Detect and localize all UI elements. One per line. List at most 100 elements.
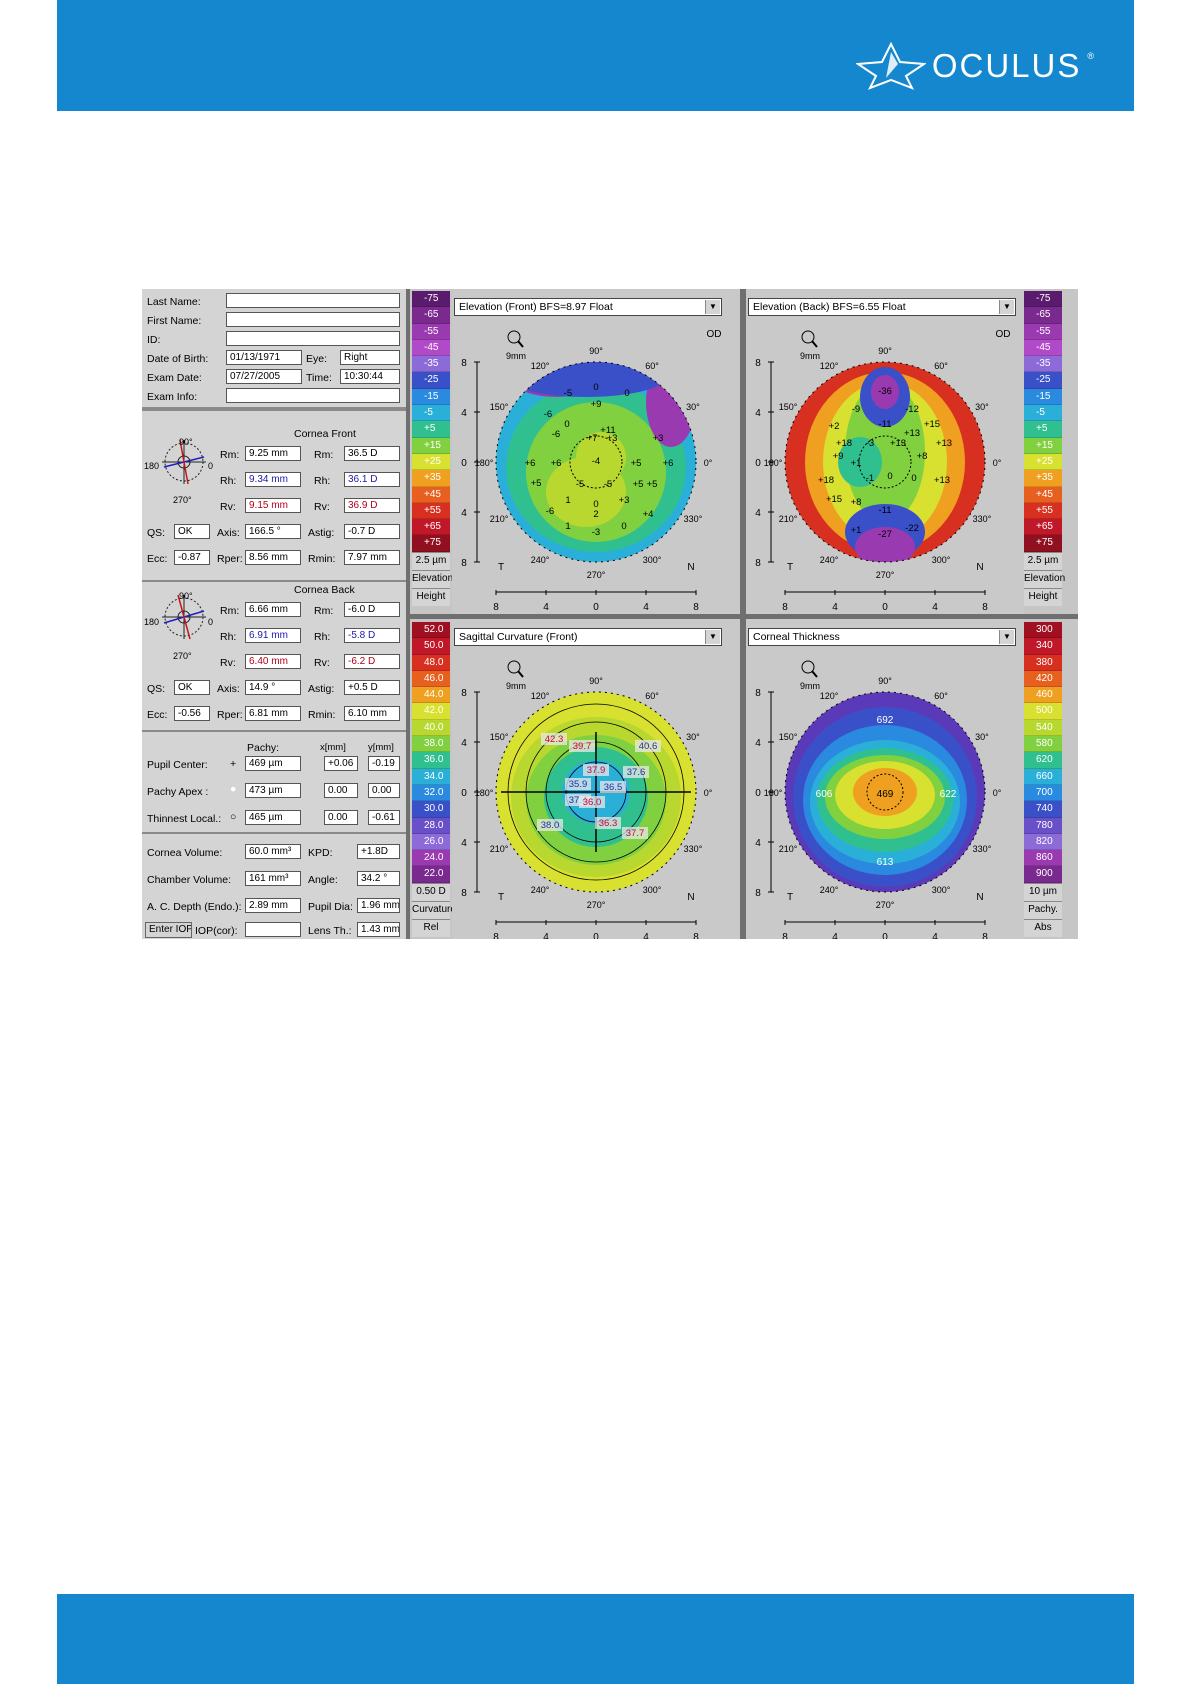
map-elevation-front[interactable]: Elevation (Front) BFS=8.97 Float ▼ 0 -5 -6… xyxy=(452,289,740,614)
map-title: Corneal Thickness xyxy=(753,631,840,643)
legend-step: 24.0 xyxy=(412,850,450,867)
map-type-dropdown[interactable]: Elevation (Front) BFS=8.97 Float ▼ xyxy=(454,298,722,316)
legend-step: +15 xyxy=(412,437,450,454)
back-rv-mm: 6.40 mm xyxy=(245,654,301,669)
front-ecc: -0.87 xyxy=(174,550,210,565)
chevron-down-icon[interactable]: ▼ xyxy=(999,630,1014,644)
y-tick-label: 8 xyxy=(461,558,467,569)
angle-label: 150° xyxy=(490,732,509,742)
zone-purple-bottom xyxy=(855,527,915,562)
x-tick-label: 4 xyxy=(832,602,838,613)
map-type-dropdown[interactable]: Sagittal Curvature (Front) ▼ xyxy=(454,628,722,646)
corneal-thickness-map: 692 606 469 622 613 9mm 8 4 0 4 8 8 4 0 4 8 T N 90° 60° 30° 0… xyxy=(755,660,1002,939)
back-astig: +0.5 D xyxy=(344,680,400,695)
curvature-value: 36.5 xyxy=(604,782,623,793)
thinnest-ring xyxy=(866,773,904,811)
curvature-label-bg xyxy=(565,778,591,790)
pachy-apex-x: 0.00 xyxy=(324,783,358,798)
id-field[interactable] xyxy=(226,331,400,346)
chevron-down-icon[interactable]: ▼ xyxy=(705,630,720,644)
exam-date-field[interactable]: 07/27/2005 xyxy=(226,369,302,384)
legend-step: +65 xyxy=(412,519,450,536)
elevation-value: +4 xyxy=(643,509,654,520)
legend-footer-f1: Curvature xyxy=(412,900,456,919)
curvature-label-bg xyxy=(635,740,661,752)
angle-label: 120° xyxy=(531,361,550,371)
separator xyxy=(142,832,406,834)
legend-footer-step: 2.5 µm xyxy=(1024,551,1062,570)
curvature-label-bg xyxy=(569,740,595,752)
eye-label: OD xyxy=(707,329,722,340)
time-field[interactable]: 10:30:44 xyxy=(340,369,400,384)
last-name-field[interactable] xyxy=(226,293,400,308)
ac-depth-label: A. C. Depth (Endo.): xyxy=(147,901,242,913)
legend-step: +45 xyxy=(412,486,450,503)
curvature-value: 40.6 xyxy=(639,741,658,752)
iop-cor-field[interactable] xyxy=(245,922,301,937)
angle-label: 240° xyxy=(820,885,839,895)
elevation-value: -22 xyxy=(905,523,919,534)
y-tick-label: 0 xyxy=(755,458,761,469)
x-tick-label: 4 xyxy=(832,932,838,939)
map-type-dropdown[interactable]: Corneal Thickness ▼ xyxy=(748,628,1016,646)
chevron-down-icon[interactable]: ▼ xyxy=(999,300,1014,314)
front-axis: 166.5 ° xyxy=(245,524,301,539)
front-axis-label: Axis: xyxy=(217,527,240,539)
angle-label: 0° xyxy=(993,788,1002,798)
elevation-value: +1 xyxy=(851,458,862,469)
legend-step: +35 xyxy=(412,470,450,487)
front-rv-d: 36.9 D xyxy=(344,498,400,513)
elevation-value: -6 xyxy=(546,506,554,517)
legend-footer-f2: Rel xyxy=(412,918,450,937)
chevron-down-icon[interactable]: ▼ xyxy=(705,300,720,314)
eye-label: OD xyxy=(996,329,1011,340)
elevation-value: +9 xyxy=(833,451,844,462)
dob-field[interactable]: 01/13/1971 xyxy=(226,350,302,365)
x-tick-label: 8 xyxy=(493,602,499,613)
back-rv-label: Rv: xyxy=(220,657,236,669)
compass-front-270: 270° xyxy=(173,495,192,505)
curvature-value: 42.3 xyxy=(545,734,564,745)
panel-divider xyxy=(410,614,1078,619)
legend-step: +75 xyxy=(412,535,450,552)
angle-label: 120° xyxy=(531,691,550,701)
elevation-value: -3 xyxy=(592,527,600,538)
map-sagittal-curvature[interactable]: Sagittal Curvature (Front) ▼ 42.3 39.7 40.… xyxy=(452,619,740,939)
panel-divider xyxy=(406,289,410,939)
pupil-ring xyxy=(858,435,912,489)
pupil-ring xyxy=(569,435,623,489)
elevation-value: +13 xyxy=(934,475,950,486)
exam-info-field[interactable] xyxy=(226,388,400,403)
front-qs-label: QS: xyxy=(147,527,166,539)
legend-step: 780 xyxy=(1024,817,1062,834)
angle-label: 0° xyxy=(993,458,1002,468)
cornea-back-title: Cornea Back xyxy=(294,584,355,596)
map-elevation-back[interactable]: Elevation (Back) BFS=6.55 Float ▼ -36 -9 -… xyxy=(746,289,1024,614)
curvature-label-bg xyxy=(583,764,609,776)
iop-cor-label: IOP(cor): xyxy=(195,925,238,937)
curvature-value: 37.4 xyxy=(569,795,588,806)
angle-label: 180° xyxy=(475,788,494,798)
angle-label: 60° xyxy=(645,361,659,371)
outer-ring xyxy=(784,691,986,893)
map-type-dropdown[interactable]: Elevation (Back) BFS=6.55 Float ▼ xyxy=(748,298,1016,316)
back-rv-d: -6.2 D xyxy=(344,654,400,669)
x-tick-label: 8 xyxy=(782,602,788,613)
curvature-label-bg xyxy=(622,827,648,839)
first-name-field[interactable] xyxy=(226,312,400,327)
lens-th: 1.43 mm xyxy=(357,922,400,937)
thinnest-label: Thinnest Local.: xyxy=(147,813,222,825)
map-title: Sagittal Curvature (Front) xyxy=(459,631,578,643)
brand-name: OCULUS xyxy=(931,47,1082,84)
x-tick-label: 4 xyxy=(543,932,549,939)
elevation-value: +5 xyxy=(633,479,644,490)
eye-field[interactable]: Right xyxy=(340,350,400,365)
map-corneal-thickness[interactable]: Corneal Thickness ▼ 692 606 469 622 613 9mm 8 4… xyxy=(746,619,1024,939)
elevation-value: +5 xyxy=(531,478,542,489)
legend-step: 52.0 xyxy=(412,622,450,639)
back-rmin: 6.10 mm xyxy=(344,706,400,721)
legend-step: 38.0 xyxy=(412,736,450,753)
enter-iop-button[interactable]: Enter IOP xyxy=(145,922,192,938)
elevation-value: 0 xyxy=(887,471,892,482)
pachy-header: Pachy: xyxy=(247,742,280,754)
